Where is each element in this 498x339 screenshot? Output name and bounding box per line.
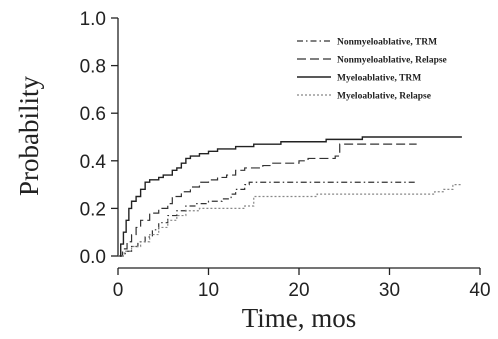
legend: Nonmyeloablative, TRM Nonmyeloablative, R… — [297, 38, 447, 102]
series-line — [118, 181, 417, 257]
x-tick-label: 20 — [288, 280, 309, 301]
series-line — [118, 143, 417, 257]
y-tick-label: 0.8 — [80, 57, 106, 78]
x-axis-label: Time, mos — [242, 303, 357, 333]
axes — [111, 17, 481, 275]
x-tick-label: 0 — [113, 280, 124, 301]
y-tick-label: 1.0 — [80, 9, 106, 30]
x-tick-label: 30 — [379, 280, 400, 301]
y-tick-label: 0.4 — [80, 152, 107, 173]
series-lines — [118, 136, 462, 257]
y-tick-label: 0.2 — [80, 199, 106, 220]
y-axis-label: Probability — [14, 76, 44, 196]
y-tick-label: 0.6 — [80, 104, 106, 125]
legend-label: Nonmyeloablative, TRM — [337, 38, 437, 48]
legend-label: Myeloablative, Relapse — [337, 92, 431, 102]
x-tick-label: 40 — [469, 280, 490, 301]
x-tick-label: 10 — [198, 280, 219, 301]
series-line — [118, 136, 462, 257]
y-tick-label: 0.0 — [80, 247, 106, 268]
legend-label: Myeloablative, TRM — [337, 74, 421, 84]
tick-labels: 0.0 0.2 0.4 0.6 0.8 1.0 0 10 20 30 40 — [80, 9, 491, 301]
series-line — [118, 184, 462, 257]
legend-label: Nonmyeloablative, Relapse — [337, 56, 447, 66]
